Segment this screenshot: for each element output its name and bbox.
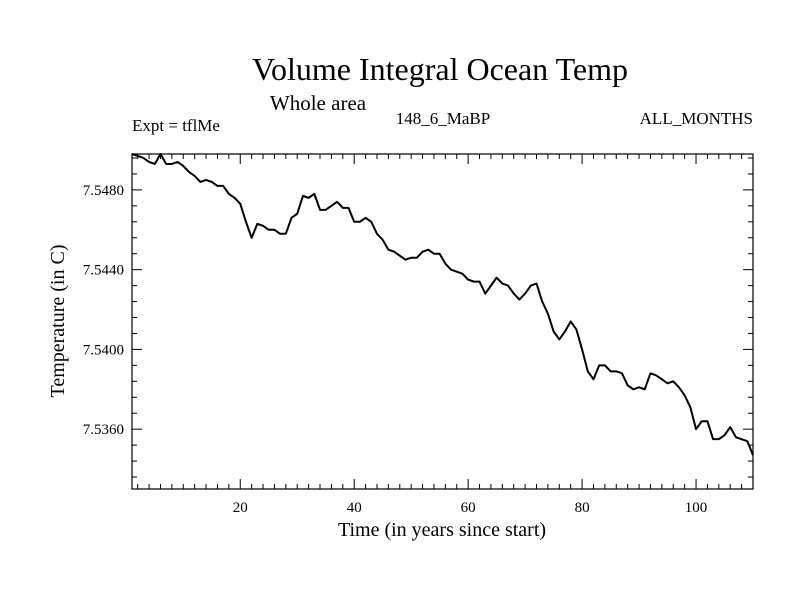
- chart-title: Volume Integral Ocean Temp: [252, 51, 628, 87]
- temperature-series-line: [131, 153, 754, 456]
- plot-frame: [131, 153, 754, 490]
- x-tick-label: 100: [685, 500, 708, 516]
- x-tick-label: 80: [575, 500, 590, 516]
- y-tick-label: 7.5440: [83, 263, 124, 279]
- y-tick-label: 7.5360: [83, 422, 124, 438]
- axis-ticks: [132, 154, 754, 489]
- y-axis-label: Temperature (in C): [47, 245, 69, 398]
- y-tick-label: 7.5400: [83, 342, 124, 358]
- x-tick-label: 40: [347, 500, 362, 516]
- y-tick-label: 7.5480: [83, 183, 124, 199]
- x-axis-label: Time (in years since start): [338, 519, 546, 541]
- x-tick-label: 60: [461, 500, 476, 516]
- experiment-label: Expt = tflMe: [132, 116, 220, 135]
- x-tick-label: 20: [233, 500, 248, 516]
- months-label: ALL_MONTHS: [640, 109, 753, 128]
- chart-subtitle: Whole area: [270, 91, 367, 115]
- axis-tick-labels: 20 40 60 80 100 7.5360 7.5400 7.5440 7.5480: [83, 183, 708, 516]
- case-label: 148_6_MaBP: [396, 109, 490, 128]
